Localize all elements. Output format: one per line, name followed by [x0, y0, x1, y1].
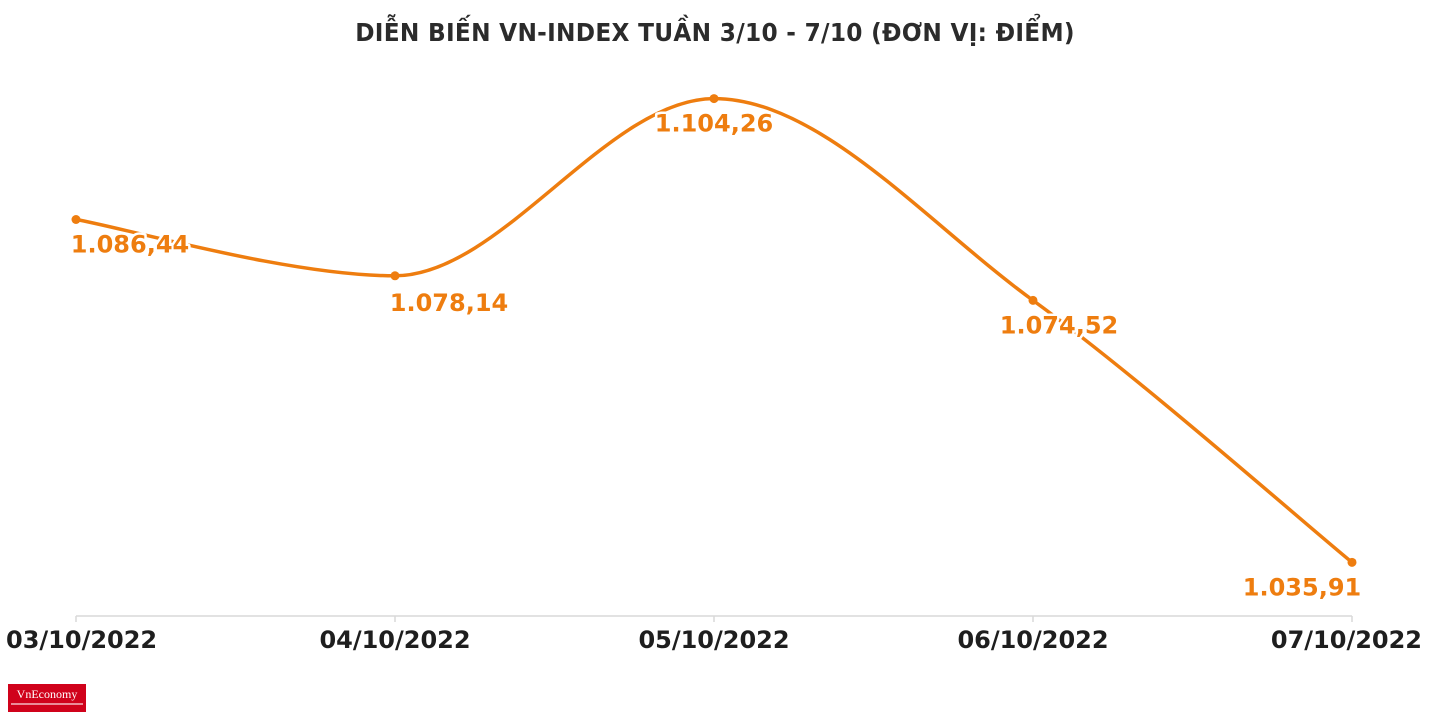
data-label: 1.086,44 [71, 230, 189, 258]
data-label: 1.074,52 [1000, 311, 1118, 339]
data-label-halo: 1.104,26 [655, 110, 773, 138]
data-points [71, 94, 1357, 567]
data-point [709, 94, 719, 104]
data-label: 1.078,14 [390, 289, 508, 317]
data-label-halo: 1.086,44 [71, 230, 189, 258]
data-label-halo: 1.078,14 [390, 289, 508, 317]
x-tick-label: 04/10/2022 [319, 626, 470, 654]
logo-tagline-bar [11, 703, 83, 705]
data-point [1347, 557, 1357, 567]
x-axis [75, 615, 1353, 622]
data-labels: 1.086,441.086,441.078,141.078,141.104,26… [68, 107, 1363, 604]
x-tick-label: 05/10/2022 [638, 626, 789, 654]
chart-title: DIỄN BIẾN VN-INDEX TUẦN 3/10 - 7/10 (ĐƠN… [355, 18, 1075, 47]
x-tick-label: 03/10/2022 [6, 626, 157, 654]
x-tick-label: 07/10/2022 [1271, 626, 1422, 654]
vneconomy-logo: VnEconomy [8, 684, 86, 712]
x-tick-label: 06/10/2022 [957, 626, 1108, 654]
logo-wordmark: VnEconomy [16, 687, 78, 701]
x-tick-labels: 03/10/2022 04/10/2022 05/10/2022 06/10/2022… [6, 626, 1422, 654]
data-label-halo: 1.035,91 [1243, 573, 1361, 601]
data-label: 1.035,91 [1243, 573, 1361, 601]
series-line [74, 96, 1354, 565]
data-point [71, 214, 81, 224]
series-line-group [74, 96, 1354, 565]
data-point [390, 271, 400, 281]
data-point [1028, 295, 1038, 305]
data-label: 1.104,26 [655, 110, 773, 138]
data-label-halo: 1.074,52 [1000, 311, 1118, 339]
